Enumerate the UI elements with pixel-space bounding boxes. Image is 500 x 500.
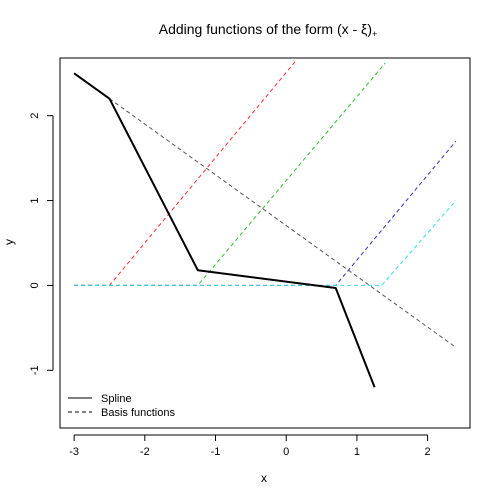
plot-frame [59, 57, 471, 429]
x-tick-label: 2 [425, 446, 431, 458]
x-tick-label: -3 [69, 446, 79, 458]
y-tick-label: -1 [29, 365, 41, 375]
legend-entry-label: Basis functions [101, 407, 175, 419]
chart-title: Adding functions of the form (x - ξ)+ [159, 21, 378, 39]
y-tick-label: 2 [29, 113, 41, 119]
x-axis: -3 -2 -1 0 1 2 [69, 434, 431, 458]
y-axis: -1 0 1 2 [29, 113, 54, 375]
y-tick-label: 1 [29, 198, 41, 204]
x-tick-label: -1 [211, 446, 221, 458]
legend: Spline Basis functions [68, 393, 175, 419]
x-axis-label: x [261, 471, 267, 485]
x-tick-label: 1 [354, 446, 360, 458]
basis-function-line-1 [109, 98, 457, 348]
x-tick-label: -2 [140, 446, 150, 458]
spline-line [73, 72, 376, 388]
legend-entry-label: Spline [101, 393, 132, 405]
series-layer [73, 59, 457, 388]
y-axis-label: y [2, 239, 16, 245]
x-tick-label: 0 [283, 446, 289, 458]
basis-function-line-3 [74, 62, 386, 286]
y-tick-label: 0 [29, 282, 41, 288]
